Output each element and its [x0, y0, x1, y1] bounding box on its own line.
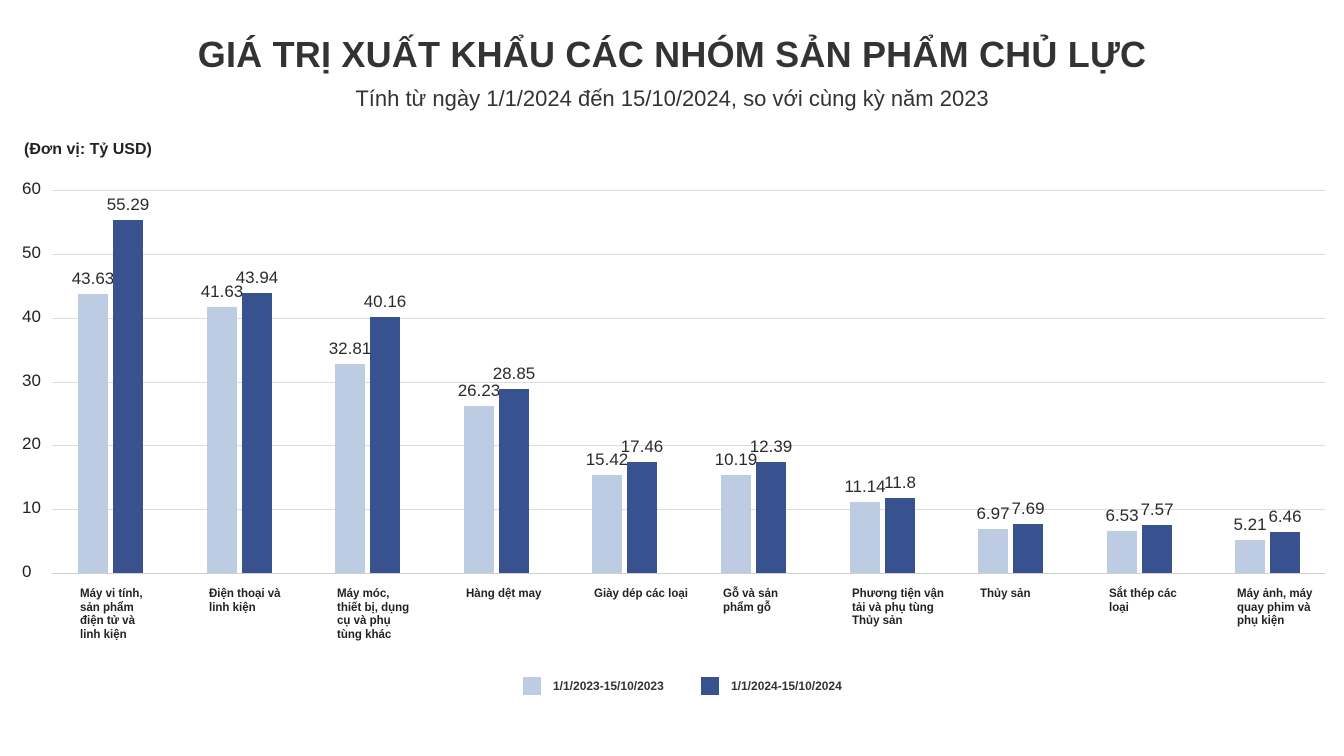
data-value-label: 32.81 [328, 339, 372, 358]
y-tick-label: 40 [22, 307, 41, 326]
bar-2023[interactable] [978, 529, 1008, 573]
bar-2023[interactable] [464, 406, 494, 573]
data-value-label: 43.94 [235, 268, 279, 287]
gridline [52, 318, 1325, 319]
legend: 1/1/2023-15/10/2023 1/1/2024-15/10/2024 [0, 677, 1344, 697]
x-category-label: Máy ảnh, máy quay phim và phụ kiện [1237, 588, 1313, 627]
gridline [52, 445, 1325, 446]
bar-2023[interactable] [207, 307, 237, 573]
x-category-label: Giày dép các loại [594, 588, 688, 600]
data-value-label: 7.69 [1011, 499, 1045, 518]
bar-2023[interactable] [850, 502, 880, 573]
bar-2024[interactable] [1013, 524, 1043, 573]
x-category-label: Điện thoại và linh kiện [209, 588, 281, 614]
y-tick-label: 10 [22, 498, 41, 517]
x-category-label: Phương tiện vận tải và phụ tùng Thủy sản [852, 588, 944, 627]
data-value-label: 28.85 [492, 364, 536, 383]
x-category-label: Sắt thép các loại [1109, 588, 1177, 614]
data-value-label: 11.8 [884, 473, 916, 492]
data-value-label: 6.46 [1268, 507, 1302, 526]
legend-label-2023: 1/1/2023-15/10/2023 [553, 679, 664, 693]
legend-item-2024[interactable]: 1/1/2024-15/10/2024 [701, 677, 842, 695]
data-value-label: 5.21 [1233, 515, 1267, 534]
bar-2023[interactable] [1235, 540, 1265, 573]
data-value-label: 43.63 [71, 269, 115, 288]
bar-2024[interactable] [885, 498, 915, 573]
bar-2024[interactable] [1270, 532, 1300, 573]
data-value-label: 6.97 [976, 504, 1010, 523]
legend-item-2023[interactable]: 1/1/2023-15/10/2023 [523, 677, 664, 695]
x-category-label: Máy vi tính, sản phẩm điện tử và linh ki… [80, 588, 143, 641]
legend-label-2024: 1/1/2024-15/10/2024 [731, 679, 842, 693]
legend-swatch-2023 [523, 677, 541, 695]
bar-2024[interactable] [627, 462, 657, 573]
x-category-label: Máy móc, thiết bị, dụng cụ và phụ tùng k… [337, 588, 410, 641]
data-value-label: 10.19 [714, 450, 758, 469]
x-category-label: Thủy sản [980, 588, 1031, 600]
chart-subtitle: Tính từ ngày 1/1/2024 đến 15/10/2024, so… [355, 86, 989, 111]
bar-2024[interactable] [113, 220, 143, 573]
bar-2024[interactable] [756, 462, 786, 573]
bar-2024[interactable] [499, 389, 529, 573]
chart-title: GIÁ TRỊ XUẤT KHẨU CÁC NHÓM SẢN PHẨM CHỦ … [197, 34, 1147, 75]
bar-2023[interactable] [1107, 531, 1137, 573]
data-value-label: 11.14 [844, 477, 886, 496]
gridline [52, 254, 1325, 255]
gridline [52, 190, 1325, 191]
bar-2023[interactable] [78, 294, 108, 573]
y-tick-label: 30 [22, 371, 41, 390]
y-tick-label: 60 [22, 179, 41, 198]
data-value-label: 6.53 [1105, 506, 1139, 525]
bar-2023[interactable] [721, 475, 751, 573]
x-category-label: Gỗ và sản phẩm gỗ [723, 588, 778, 614]
data-value-label: 41.63 [200, 282, 244, 301]
bar-2024[interactable] [370, 317, 400, 573]
bar-2023[interactable] [592, 475, 622, 573]
gridline [52, 382, 1325, 383]
bar-2024[interactable] [1142, 525, 1172, 573]
data-value-label: 55.29 [106, 195, 150, 214]
gridline [52, 573, 1325, 574]
gridline [52, 509, 1325, 510]
data-value-label: 12.39 [749, 437, 793, 456]
unit-label: (Đơn vị: Tỷ USD) [24, 141, 152, 158]
data-value-label: 7.57 [1140, 500, 1174, 519]
legend-swatch-2024 [701, 677, 719, 695]
data-value-label: 26.23 [457, 381, 501, 400]
data-value-label: 17.46 [620, 437, 664, 456]
bar-2023[interactable] [335, 364, 365, 573]
y-tick-label: 0 [22, 562, 32, 581]
bar-2024[interactable] [242, 293, 272, 573]
y-tick-label: 50 [22, 243, 41, 262]
data-value-label: 15.42 [585, 450, 629, 469]
y-tick-label: 20 [22, 434, 41, 453]
x-category-label: Hàng dệt may [466, 588, 542, 600]
data-value-label: 40.16 [363, 292, 407, 311]
